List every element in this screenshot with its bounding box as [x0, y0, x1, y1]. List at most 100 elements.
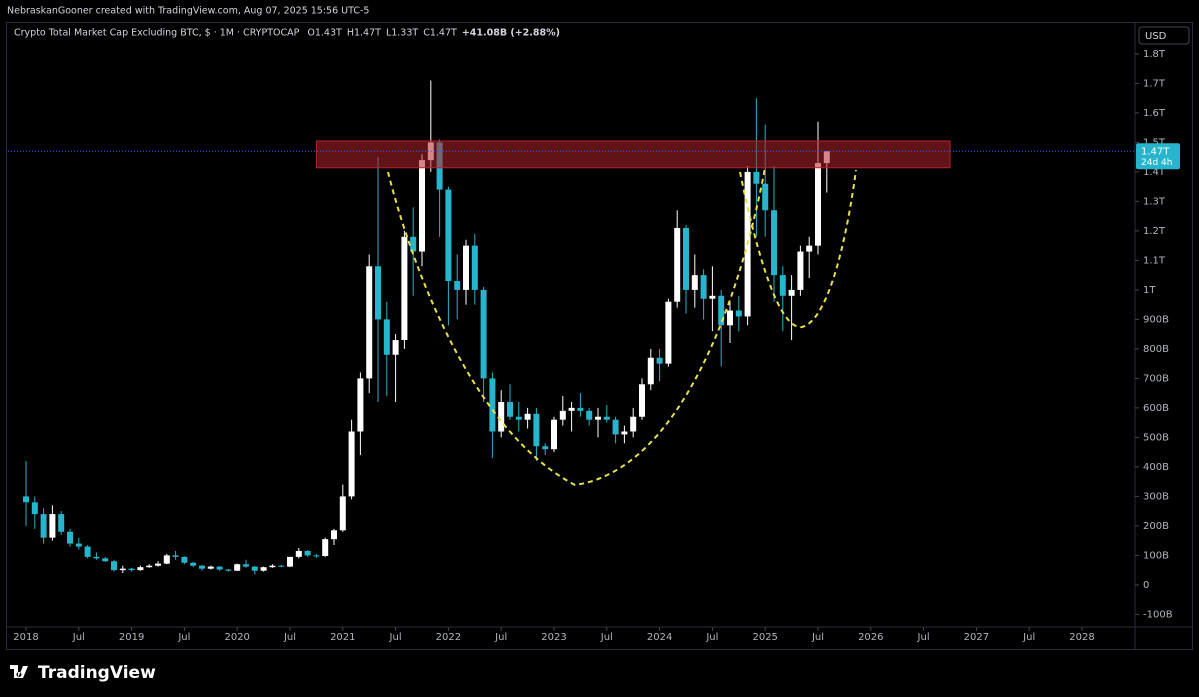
candle-body — [331, 530, 337, 540]
y-tick-label: 1.5T — [1143, 137, 1166, 148]
candle-body — [621, 431, 628, 435]
x-tick-label: Jul — [177, 632, 190, 643]
candle-body — [40, 514, 47, 538]
x-tick-label: Jul — [1022, 632, 1035, 643]
candle-body — [155, 563, 161, 566]
legend-value: 1.47T — [430, 28, 457, 39]
legend-change: +41.08B (+2.88%) — [462, 28, 560, 39]
candle-body — [788, 289, 795, 296]
candle-body — [753, 171, 760, 184]
handle-curve — [739, 169, 857, 329]
candle-body — [31, 502, 38, 515]
candle-body — [700, 275, 707, 299]
candle-body — [93, 556, 100, 559]
currency-label: USD — [1145, 31, 1167, 42]
candle-body — [683, 227, 689, 290]
y-tick-label: 1.8T — [1143, 49, 1166, 60]
candle-body — [287, 556, 293, 567]
x-tick-label: 2026 — [858, 632, 883, 643]
y-tick-label: 200B — [1143, 521, 1169, 532]
candle-body — [498, 401, 505, 432]
candle-body — [771, 210, 777, 276]
candle-body — [568, 407, 575, 411]
candle-body — [67, 531, 73, 544]
candle-body — [454, 281, 461, 290]
candle-body — [102, 558, 109, 562]
candle-body — [295, 550, 302, 557]
x-tick-label: 2022 — [436, 632, 461, 643]
y-tick-label: 1.3T — [1143, 196, 1166, 207]
candle-body — [366, 266, 373, 379]
price-label: 1.47T — [1141, 146, 1170, 157]
y-tick-label: 500B — [1143, 432, 1169, 443]
y-tick-label: 0 — [1143, 580, 1149, 591]
y-tick-label: 1.6T — [1143, 108, 1166, 119]
candle-body — [471, 245, 478, 290]
candle-body — [419, 160, 425, 252]
candle-body — [181, 556, 188, 563]
candle-body — [445, 189, 452, 282]
candle-body — [735, 310, 742, 317]
x-tick-label: 2021 — [330, 632, 355, 643]
x-tick-label: 2025 — [752, 632, 777, 643]
candle-body — [489, 378, 496, 432]
logo-text: TradingView — [38, 663, 156, 683]
candle-body — [612, 419, 619, 435]
candle-body — [586, 410, 593, 420]
candle-body — [410, 236, 417, 252]
ohlc-legend: O 1.43T H 1.47T L 1.33T C 1.47T +41.08B (+2.88%) — [307, 28, 560, 39]
y-tick-label: 1.7T — [1143, 78, 1166, 89]
candle-body — [23, 496, 29, 503]
candle-body — [313, 555, 320, 557]
credit: NebraskanGooner created with TradingView… — [7, 6, 369, 17]
candle-body — [559, 410, 566, 420]
candle-body — [322, 539, 329, 556]
candle-body — [463, 245, 469, 290]
candle-body — [533, 413, 540, 447]
candle-body — [577, 407, 584, 411]
y-tick-label: 600B — [1143, 403, 1169, 414]
candle-body — [172, 555, 179, 557]
candle-body — [375, 266, 381, 320]
candle-body — [137, 567, 144, 571]
legend-key: C — [423, 28, 430, 39]
candle-body — [524, 413, 531, 420]
candle-body — [647, 357, 654, 385]
candle-body — [260, 567, 267, 571]
candle-body — [128, 568, 135, 571]
candle-body — [207, 566, 214, 569]
price-label-box — [1136, 143, 1180, 170]
candle-body — [806, 245, 813, 252]
candle-body — [656, 357, 663, 364]
candle-body — [383, 319, 390, 355]
candle-body — [815, 163, 821, 246]
y-tick-label: 400B — [1143, 462, 1169, 473]
candle-body — [709, 295, 716, 299]
candle-body — [603, 416, 610, 420]
y-tick-label: 900B — [1143, 314, 1169, 325]
y-tick-label: 800B — [1143, 344, 1169, 355]
x-tick-label: Jul — [494, 632, 507, 643]
candle-body — [507, 401, 513, 417]
legend-key: L — [386, 28, 392, 39]
candle-body — [251, 566, 258, 571]
x-tick-label: 2019 — [119, 632, 144, 643]
currency-button[interactable] — [1138, 26, 1190, 45]
legend-value: 1.47T — [354, 28, 381, 39]
plot-area — [8, 80, 1134, 575]
annotations — [387, 167, 857, 487]
candle-body — [674, 227, 681, 302]
candle-body — [727, 310, 733, 326]
candle-body — [515, 416, 522, 420]
y-tick-label: 1.4T — [1143, 167, 1166, 178]
candle-body — [146, 565, 153, 568]
candle-body — [779, 275, 786, 296]
y-tick-label: 1T — [1143, 285, 1156, 296]
candle-body — [762, 183, 769, 211]
candle-body — [797, 251, 804, 290]
candle-body — [225, 569, 232, 571]
candle-body — [401, 236, 408, 341]
candle-body — [190, 562, 197, 566]
candle-body — [49, 514, 56, 538]
